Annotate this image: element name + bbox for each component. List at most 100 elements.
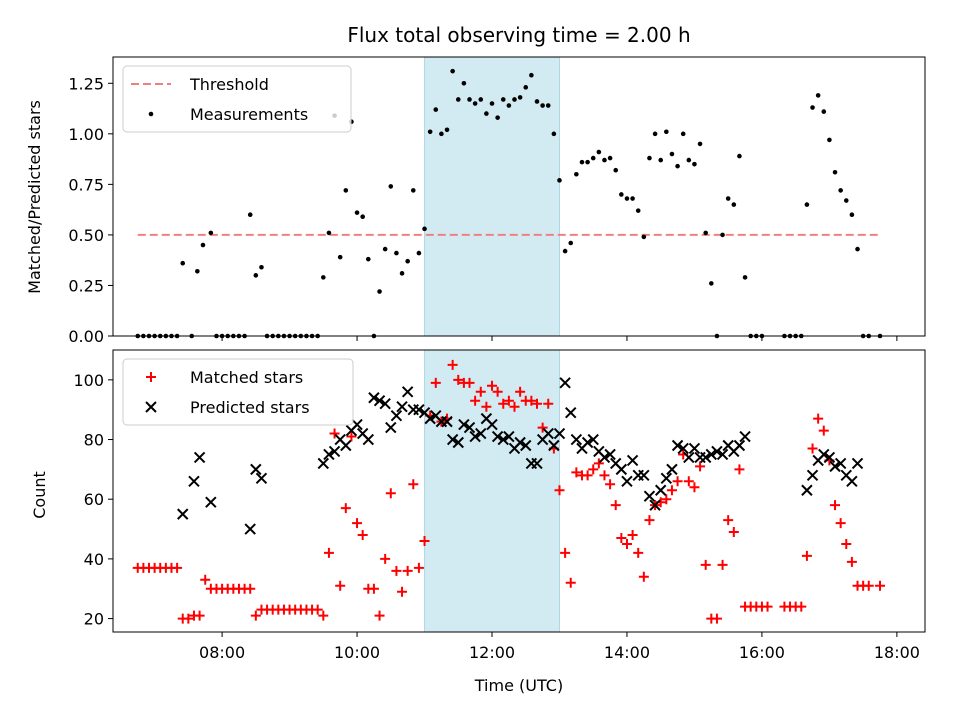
top-y-tick-label: 0.50 <box>68 226 104 245</box>
matched-stars-point <box>470 395 481 406</box>
measurements-point <box>433 107 439 112</box>
measurements-point <box>461 80 467 86</box>
predicted-stars-point <box>649 499 661 511</box>
predicted-stars-point <box>834 457 847 470</box>
predicted-stars-point <box>711 445 723 458</box>
measurements-point <box>529 72 534 78</box>
matched-stars-point <box>391 565 402 576</box>
predicted-stars-point <box>497 433 509 446</box>
matched-stars-point <box>194 610 205 621</box>
matched-stars-point <box>846 556 857 567</box>
measurements-point <box>613 167 619 173</box>
predicted-stars-point <box>458 418 470 431</box>
matched-stars-point <box>565 577 576 588</box>
predicted-stars-point <box>244 523 256 535</box>
measurements-point <box>551 131 557 137</box>
predicted-stars-point <box>683 451 695 464</box>
measurements-point <box>343 188 349 193</box>
matched-stars-point <box>419 535 430 546</box>
predicted-stars-point <box>570 433 583 446</box>
predicted-stars-point <box>615 463 628 476</box>
matched-stars-point <box>487 380 498 391</box>
measurements-point <box>680 131 686 137</box>
matched-stars-point <box>610 500 621 511</box>
measurements-point <box>737 153 742 159</box>
matched-stars-point <box>340 503 351 514</box>
matched-stars-point <box>335 580 346 591</box>
matched-stars-point <box>250 610 261 621</box>
legend-matched-stars-swatch <box>146 372 156 382</box>
measurements-point <box>444 127 450 133</box>
predicted-stars-point <box>643 490 656 502</box>
measurements-point <box>180 260 186 266</box>
measurements-point <box>692 161 697 167</box>
predicted-stars-point <box>390 409 403 422</box>
predicted-stars-point <box>514 436 526 449</box>
measurements-point <box>495 115 500 120</box>
predicted-stars-point <box>205 496 217 508</box>
measurements-point <box>590 155 596 161</box>
measurements-point <box>253 273 259 278</box>
matched-stars-point <box>475 386 486 397</box>
legend-label: Predicted stars <box>190 398 310 417</box>
measurements-point <box>377 289 382 294</box>
legend-label: Measurements <box>190 105 308 124</box>
measurements-point <box>619 192 624 197</box>
predicted-stars-point <box>716 448 729 461</box>
matched-stars-point <box>413 562 424 573</box>
matched-stars-point <box>492 386 503 397</box>
predicted-stars-point <box>654 484 667 496</box>
matched-stars-point <box>318 610 329 621</box>
bottom-y-tick-label: 40 <box>84 550 104 569</box>
predicted-stars-point <box>660 472 673 485</box>
predicted-stars-point <box>531 457 543 470</box>
measurements-point <box>512 97 517 102</box>
matched-stars-point <box>644 515 655 526</box>
matched-stars-point <box>830 500 841 511</box>
bottom-panel: 20 40 60 80 100 08:00 10:00 12:00 14:00 16:00 18:0… <box>73 349 926 662</box>
measurements-point <box>574 171 579 177</box>
matched-stars-point <box>329 428 340 439</box>
x-tick-label: 10:00 <box>334 643 380 662</box>
x-tick-label: 12:00 <box>469 643 515 662</box>
measurements-point <box>562 248 568 254</box>
matched-stars-point <box>183 613 194 624</box>
predicted-stars-point <box>559 377 571 389</box>
measurements-point <box>838 188 843 193</box>
matched-stars-point <box>481 401 492 412</box>
matched-stars-point <box>875 580 886 591</box>
matched-stars-point <box>723 515 734 526</box>
matched-stars-point <box>323 547 334 558</box>
predicted-stars-point <box>351 418 363 431</box>
measurements-point <box>568 240 574 246</box>
measurements-point <box>422 226 427 232</box>
measurements-point <box>843 198 849 203</box>
measurements-point <box>607 155 613 161</box>
matched-stars-point <box>796 601 807 612</box>
matched-stars-point <box>571 467 582 478</box>
measurements-point <box>489 101 495 106</box>
matched-stars-point <box>599 470 610 481</box>
matched-stars-point <box>368 583 379 594</box>
measurements-point <box>484 111 489 116</box>
matched-stars-point <box>526 395 537 406</box>
measurements-point <box>410 188 416 193</box>
matched-stars-point <box>672 476 683 487</box>
matched-stars-point <box>498 398 509 409</box>
legend-label: Matched stars <box>190 368 303 387</box>
matched-stars-point <box>818 425 829 436</box>
measurements-point <box>849 212 855 217</box>
predicted-stars-point <box>666 463 678 476</box>
measurements-point <box>810 105 815 110</box>
measurements-point <box>500 97 506 102</box>
legend-measurements-swatch <box>148 111 154 117</box>
matched-stars-point <box>841 538 852 549</box>
measurements-point <box>259 264 264 270</box>
bottom-y-tick-label: 80 <box>84 431 104 450</box>
matched-stars-point <box>402 565 413 576</box>
matched-stars-point <box>638 571 649 582</box>
predicted-stars-point <box>413 403 425 416</box>
predicted-stars-point <box>705 448 718 461</box>
top-y-axis-label: Matched/Predicted stars <box>25 100 44 294</box>
measurements-point <box>545 103 551 108</box>
